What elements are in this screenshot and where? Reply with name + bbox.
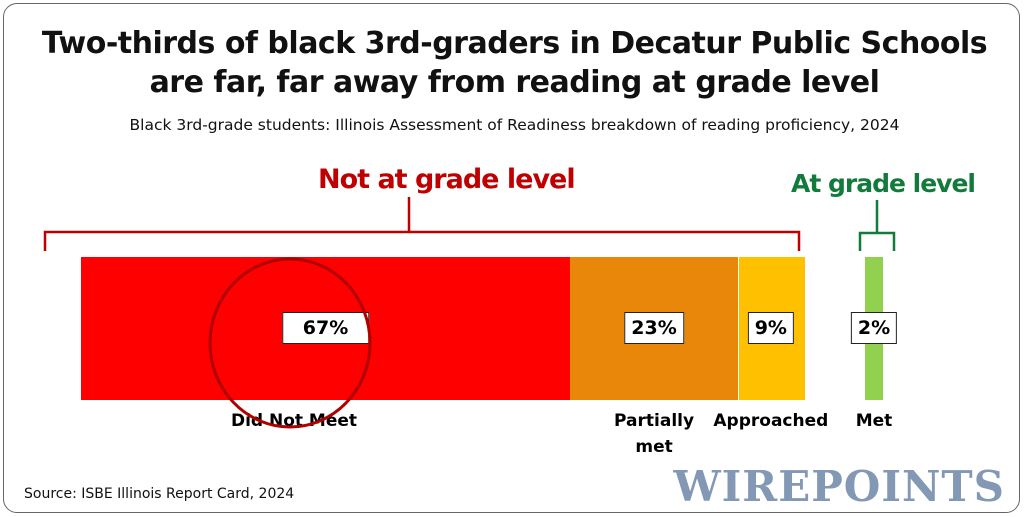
highlight-circle xyxy=(208,257,372,429)
chart-subtitle: Black 3rd-grade students: Illinois Asses… xyxy=(129,116,900,134)
source-note: Source: ISBE Illinois Report Card, 2024 xyxy=(24,486,295,502)
category-label: Partially met xyxy=(614,411,695,457)
brackets xyxy=(43,197,896,251)
wirepoints-logo: WIREPOINTS xyxy=(673,462,1005,511)
category-label: Approached xyxy=(713,411,829,431)
title-line-2: are far, far away from reading at grade … xyxy=(149,65,880,100)
value-label: 23% xyxy=(624,312,684,344)
bracket-not-at-grade xyxy=(43,197,801,251)
chart-frame: Two-thirds of black 3rd-graders in Decat… xyxy=(3,3,1020,513)
category-label: Did Not Meet xyxy=(230,411,358,431)
title-line-1: Two-thirds of black 3rd-graders in Decat… xyxy=(41,26,988,61)
group-label-not-at-grade: Not at grade level xyxy=(318,164,576,195)
value-label: 9% xyxy=(747,312,794,344)
value-label: 67% xyxy=(281,312,370,344)
group-label-at-grade: At grade level xyxy=(791,169,976,198)
value-label: 2% xyxy=(850,312,898,344)
category-label: Met xyxy=(855,411,893,431)
bracket-at-grade xyxy=(858,200,896,251)
chart-title: Two-thirds of black 3rd-graders in Decat… xyxy=(4,24,1019,102)
